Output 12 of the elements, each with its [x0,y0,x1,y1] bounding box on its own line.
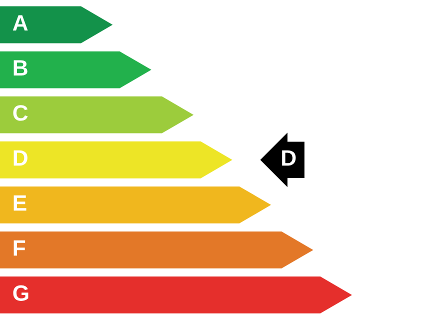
y-tick-label: E [14,195,26,211]
y-tick-label: B [14,60,28,76]
y-tick-label: C [13,105,28,121]
bar [0,231,314,268]
annotation: D [282,150,296,166]
y-tick-label: A [12,15,28,31]
bar [0,141,232,178]
bar [0,186,272,224]
bar [0,276,352,314]
y-tick-label: F [14,240,26,256]
y-tick-label: G [13,285,28,301]
y-tick-label: D [14,150,28,166]
